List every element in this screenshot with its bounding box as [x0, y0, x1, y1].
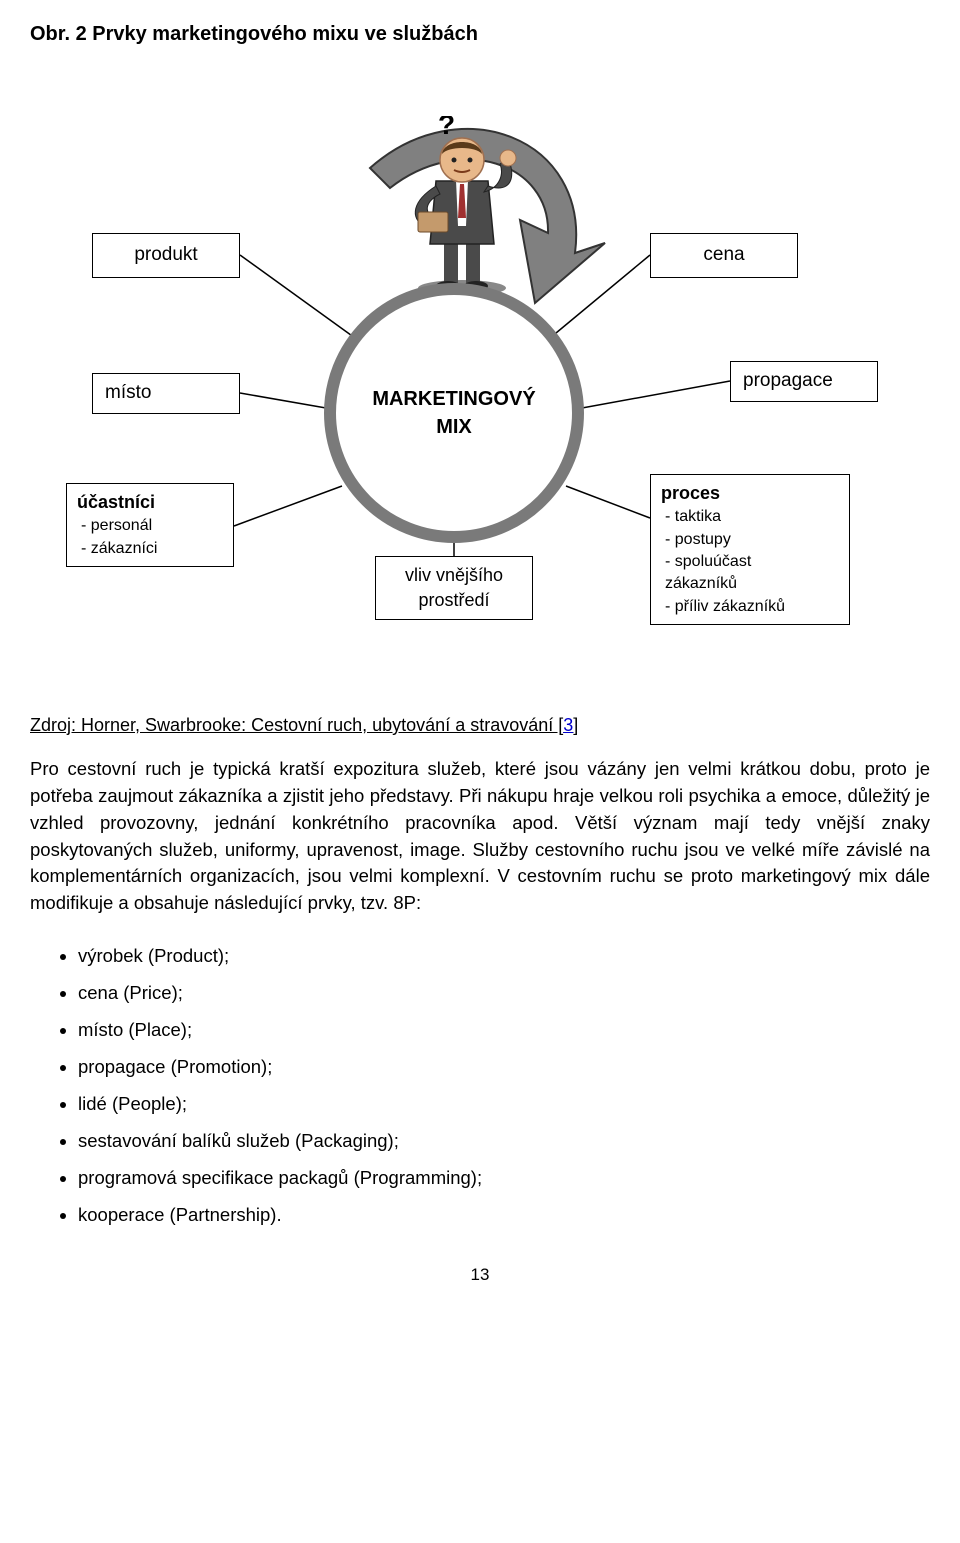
page-number: 13	[30, 1263, 930, 1287]
figure-heading: Obr. 2 Prvky marketingového mixu ve služ…	[30, 20, 930, 48]
bullet-list: výrobek (Product); cena (Price); místo (…	[30, 937, 930, 1233]
marketing-mix-diagram: ? MARKETINGOVÝ MIX produkt cena místo pr…	[30, 78, 930, 683]
svg-text:?: ?	[438, 116, 455, 140]
proces-line-3: zákazníků	[661, 573, 839, 595]
box-ucastnici: účastníci - personál - zákazníci	[66, 483, 234, 567]
list-item: kooperace (Partnership).	[78, 1196, 930, 1233]
list-item: cena (Price);	[78, 974, 930, 1011]
proces-line-4: - příliv zákazníků	[661, 596, 839, 618]
label-misto: místo	[105, 382, 151, 403]
box-misto: místo	[92, 373, 240, 414]
list-item: místo (Place);	[78, 1011, 930, 1048]
list-item: programová specifikace packagů (Programm…	[78, 1159, 930, 1196]
center-circle: MARKETINGOVÝ MIX	[324, 283, 584, 543]
source-prefix: Zdroj: Horner, Swarbrooke: Cestovní ruch…	[30, 715, 563, 735]
ucastnici-line-0: - personál	[77, 515, 223, 537]
box-proces: proces - taktika - postupy - spoluúčast …	[650, 474, 850, 625]
vliv-line-2: prostředí	[382, 588, 526, 613]
source-link[interactable]: 3	[563, 715, 573, 735]
source-line: Zdroj: Horner, Swarbrooke: Cestovní ruch…	[30, 713, 930, 738]
proces-line-0: - taktika	[661, 506, 839, 528]
circle-label-line2: MIX	[436, 413, 472, 441]
vliv-line-1: vliv vnějšího	[382, 563, 526, 588]
proces-line-1: - postupy	[661, 529, 839, 551]
box-propagace: propagace	[730, 361, 878, 402]
box-produkt: produkt	[92, 233, 240, 278]
list-item: sestavování balíků služeb (Packaging);	[78, 1122, 930, 1159]
body-paragraph: Pro cestovní ruch je typická kratší expo…	[30, 756, 930, 917]
list-item: lidé (People);	[78, 1085, 930, 1122]
label-produkt: produkt	[134, 244, 197, 265]
box-cena: cena	[650, 233, 798, 278]
circle-label-line1: MARKETINGOVÝ	[372, 385, 535, 413]
source-suffix: ]	[573, 715, 578, 735]
proces-title: proces	[661, 481, 839, 506]
ucastnici-title: účastníci	[77, 490, 223, 515]
box-vliv: vliv vnějšího prostředí	[375, 556, 533, 620]
businessman-icon: ?	[382, 116, 542, 296]
label-propagace: propagace	[743, 370, 833, 391]
label-cena: cena	[703, 244, 744, 265]
ucastnici-line-1: - zákazníci	[77, 538, 223, 560]
list-item: výrobek (Product);	[78, 937, 930, 974]
proces-line-2: - spoluúčast	[661, 551, 839, 573]
list-item: propagace (Promotion);	[78, 1048, 930, 1085]
